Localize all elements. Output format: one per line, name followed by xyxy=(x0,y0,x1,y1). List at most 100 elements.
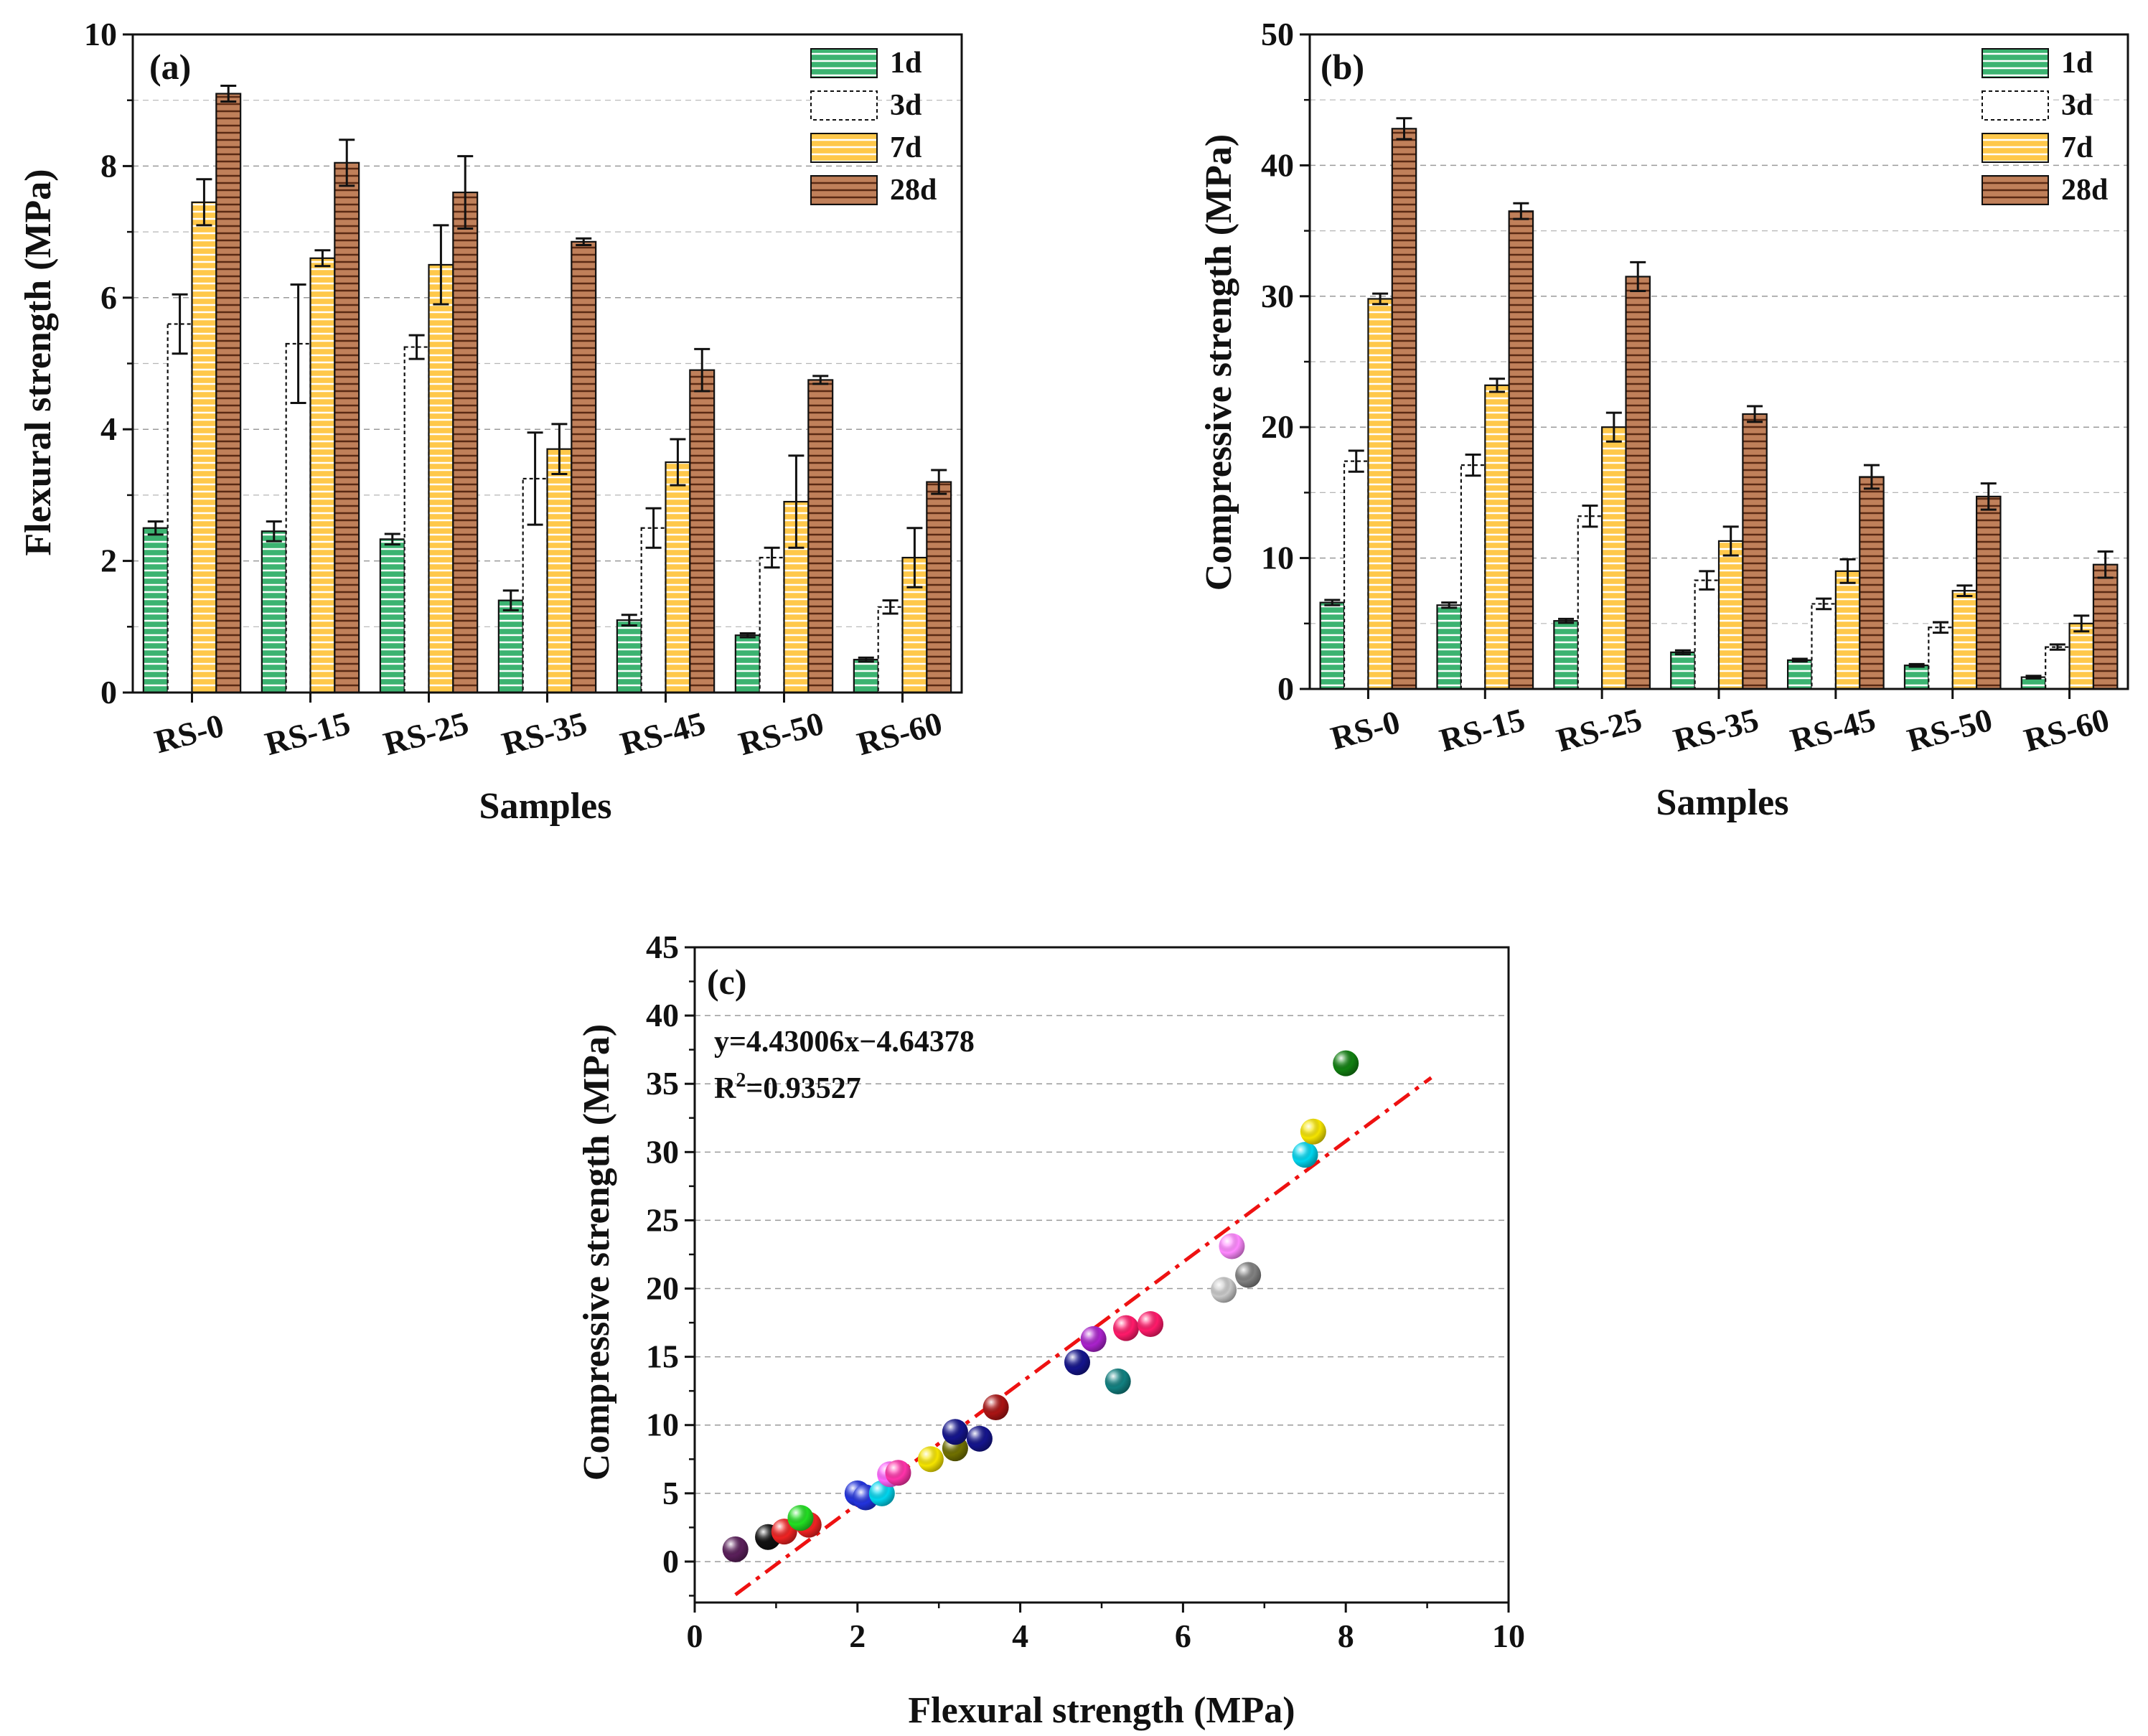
y-tick-label: 0 xyxy=(1277,670,1294,707)
legend-swatch-1d xyxy=(810,48,878,78)
error-bar xyxy=(1722,525,1739,557)
error-bar xyxy=(1630,261,1646,293)
bar-3d-RS-50 xyxy=(1928,627,1954,690)
x-tick-label: 2 xyxy=(849,1618,866,1654)
error-bar xyxy=(2097,550,2114,579)
bar-series xyxy=(1319,117,2119,690)
error-bar xyxy=(266,520,282,543)
r-squared-prefix: R xyxy=(714,1072,736,1105)
legend: 1d 3d 7d 28d xyxy=(810,47,937,207)
x-tick-label-RS-0: RS-0 xyxy=(1327,703,1404,756)
error-bar xyxy=(2049,643,2065,651)
x-tick-label-RS-60: RS-60 xyxy=(853,705,946,762)
panel-label: (a) xyxy=(149,47,191,87)
legend-label-7d: 7d xyxy=(2061,131,2093,164)
bar-3d-RS-0 xyxy=(1343,460,1369,690)
error-bar xyxy=(2025,675,2042,680)
y-tick-label: 40 xyxy=(1261,146,1294,183)
x-axis-label: Samples xyxy=(1656,782,1789,823)
y-tick-label: 8 xyxy=(100,147,117,184)
error-bar xyxy=(1980,482,1997,511)
x-tick-label: 4 xyxy=(1012,1618,1028,1654)
panel-label: (c) xyxy=(707,962,747,1002)
bar-3d-RS-60 xyxy=(2045,646,2070,690)
bar-28d-RS-35 xyxy=(571,240,597,694)
bar-28d-RS-15 xyxy=(1508,210,1534,690)
y-tick-label: 20 xyxy=(646,1270,679,1307)
y-tick-label: 15 xyxy=(646,1338,679,1375)
error-bar xyxy=(1465,454,1481,477)
error-bar xyxy=(906,527,923,588)
error-bar xyxy=(220,85,237,103)
bar-7d-RS-35 xyxy=(546,448,573,694)
scatter-point xyxy=(1292,1142,1318,1168)
bar-28d-RS-15 xyxy=(334,161,360,694)
x-tick-label-RS-15: RS-15 xyxy=(261,705,354,762)
y-tick-label: 30 xyxy=(1261,278,1294,314)
bar-7d-RS-50 xyxy=(1951,590,1978,690)
x-tick-label-RS-45: RS-45 xyxy=(616,705,709,762)
error-bar xyxy=(457,155,474,230)
bar-28d-RS-0 xyxy=(215,93,242,694)
legend-label-7d: 7d xyxy=(890,131,921,164)
error-bar xyxy=(931,469,947,495)
y-tick-label: 6 xyxy=(100,279,117,316)
legend-label-1d: 1d xyxy=(2061,47,2093,80)
bar-3d-RS-25 xyxy=(1577,515,1603,690)
error-bar xyxy=(290,283,306,405)
bar-7d-RS-45 xyxy=(665,461,691,694)
y-tick-label: 20 xyxy=(1261,408,1294,445)
error-bar xyxy=(2073,614,2090,633)
x-tick-label-RS-15: RS-15 xyxy=(1436,701,1529,759)
scatter-point xyxy=(722,1536,749,1562)
scatter-points xyxy=(722,1050,1359,1562)
error-bar xyxy=(645,507,662,549)
x-tick-label: 0 xyxy=(687,1618,703,1654)
bar-28d-RS-60 xyxy=(2092,563,2119,690)
error-bar xyxy=(882,599,899,615)
error-bar xyxy=(1674,649,1691,656)
flexural-strength-chart: 0 2 4 6 8 10 RS-0 RS-15 RS-25 RS-35 RS-45 RS-50 RS-6… xyxy=(18,16,963,827)
legend-label-28d: 28d xyxy=(890,174,937,207)
bar-28d-RS-0 xyxy=(1391,128,1417,690)
error-bar xyxy=(1933,621,1949,634)
error-bar xyxy=(1488,377,1505,393)
error-bar xyxy=(408,334,425,360)
legend-swatch-3d xyxy=(810,90,878,121)
bar-28d-RS-25 xyxy=(452,191,479,694)
bar-7d-RS-15 xyxy=(309,257,336,694)
error-bar xyxy=(527,431,543,526)
bar-1d-RS-45 xyxy=(616,619,642,694)
y-tick-label: 25 xyxy=(646,1201,679,1238)
bar-1d-RS-0 xyxy=(1319,601,1346,690)
bar-3d-RS-15 xyxy=(1460,464,1486,690)
bar-1d-RS-35 xyxy=(497,599,524,694)
y-tick-label: 10 xyxy=(1261,540,1294,576)
y-tick-label: 45 xyxy=(646,929,679,965)
scatter-point xyxy=(917,1446,944,1473)
error-bar xyxy=(1372,292,1389,306)
panel-label: (b) xyxy=(1321,47,1364,87)
error-bar xyxy=(1863,464,1880,490)
error-bar xyxy=(812,375,829,385)
error-bar xyxy=(502,589,519,611)
regression-line xyxy=(734,1076,1432,1597)
bar-3d-RS-60 xyxy=(877,606,904,694)
error-bar xyxy=(621,614,637,627)
y-tick-label: 4 xyxy=(100,410,117,447)
error-bar xyxy=(433,224,449,306)
error-bar xyxy=(858,656,874,663)
bar-1d-RS-15 xyxy=(261,530,287,694)
bar-7d-RS-0 xyxy=(1367,298,1393,690)
scatter-point xyxy=(1300,1118,1326,1145)
legend-label-3d: 3d xyxy=(2061,89,2093,122)
error-bar xyxy=(1582,505,1598,528)
legend-swatch-7d xyxy=(810,133,878,163)
x-tick-label-RS-25: RS-25 xyxy=(380,705,472,762)
y-tick-label: 2 xyxy=(100,543,117,579)
bar-3d-RS-50 xyxy=(759,556,785,694)
scatter-point xyxy=(1080,1326,1107,1352)
bar-28d-RS-45 xyxy=(1859,476,1885,690)
x-tick-label: 10 xyxy=(1492,1618,1525,1654)
